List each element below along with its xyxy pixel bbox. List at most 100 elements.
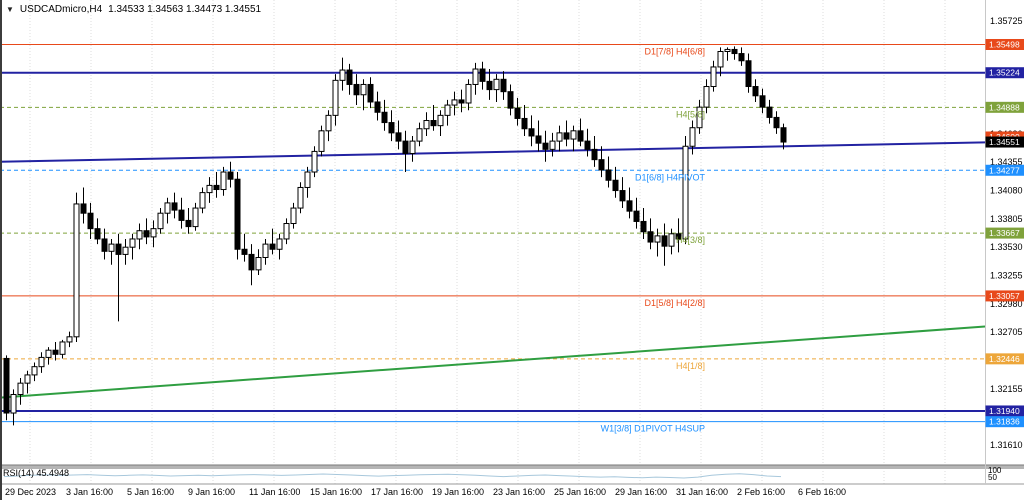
time-axis[interactable]: 29 Dec 2023 3 Jan 16:00 5 Jan 16:00 9 Jan 1… [5,487,846,497]
candle-bull [416,128,423,142]
one-click-trading-arrow-icon[interactable]: ▼ [6,4,14,14]
svg-text:1.33057: 1.33057 [989,291,1020,301]
candle-bear [458,99,465,104]
rsi-line [3,473,782,479]
axis-price-badge [985,67,1024,79]
candle-bear [745,60,752,88]
svg-text:1.32155: 1.32155 [990,384,1023,394]
svg-text:D1[5/8] H4[2/8]: D1[5/8] H4[2/8] [644,298,705,308]
candle-bull [220,171,227,191]
svg-text:2 Feb 16:00: 2 Feb 16:00 [737,487,785,497]
candle-bear [633,210,640,222]
svg-text:9 Jan 16:00: 9 Jan 16:00 [188,487,235,497]
svg-text:D1[6/8] H4PIVOT: D1[6/8] H4PIVOT [635,172,706,182]
candle-bull [654,235,661,243]
candle-bear [514,107,521,119]
candle-bull [297,186,304,209]
axis-price-badge [985,101,1024,113]
candle-bear [479,68,486,82]
candle-bear [227,171,234,180]
candle-bear [780,127,787,143]
candle-bull [122,246,129,255]
candle-bear [185,219,192,228]
svg-text:H4[5/8]: H4[5/8] [676,109,705,119]
trend-line[interactable] [0,325,986,399]
price-axis[interactable]: 1.357251.346301.343551.340801.338051.335… [985,16,1024,482]
candle-bear [171,202,178,211]
rsi-indicator-label: RSI(14) 45.4948 [3,468,70,478]
svg-text:1.32446: 1.32446 [989,354,1020,364]
trend-lines[interactable] [0,141,986,399]
level-lines[interactable] [0,43,985,423]
candle-bear [759,95,766,108]
candle-bull [318,130,325,152]
candle-bull [136,230,143,240]
candle-bear [647,231,654,243]
symbol-period-label: USDCADmicro,H4 [19,4,103,15]
svg-text:D1[7/8] H4[6/8]: D1[7/8] H4[6/8] [644,46,705,56]
pane-divider[interactable] [0,465,1024,469]
candle-bear [598,159,605,171]
candle-bull [262,243,269,259]
svg-text:H4[1/8]: H4[1/8] [676,361,705,371]
candle-bull [199,192,206,209]
candle-bull [332,79,339,116]
candle-bull [192,207,199,228]
candle-bear [507,91,514,109]
candle-bull [304,171,311,188]
candle-bear [500,78,507,93]
level-labels: D1[7/8] H4[6/8] H4[5/8] D1[6/8] H4PIVOT H4[… [601,46,706,433]
candles [3,46,787,426]
trend-line[interactable] [0,141,986,163]
candle-bear [563,132,570,140]
candle-bear [52,349,59,355]
candle-bear [675,233,682,240]
candle-bull [325,114,332,132]
svg-text:1.32705: 1.32705 [990,327,1023,337]
candle-bull [339,69,346,81]
svg-text:1.34355: 1.34355 [990,157,1023,167]
svg-text:3 Jan 16:00: 3 Jan 16:00 [66,487,113,497]
candle-bull [255,257,262,271]
svg-text:1.34080: 1.34080 [990,186,1023,196]
candle-bull [31,366,38,376]
candle-bear [346,69,353,85]
candle-bull [129,238,136,248]
svg-text:1.31836: 1.31836 [989,417,1020,427]
svg-text:29 Dec 2023: 29 Dec 2023 [5,487,56,497]
candle-bear [374,101,381,113]
candle-bear [101,238,108,252]
svg-text:1.33667: 1.33667 [989,228,1020,238]
svg-text:19 Jan 16:00: 19 Jan 16:00 [432,487,484,497]
candle-bull [283,223,290,240]
candle-bear [178,209,185,221]
candle-bull [423,120,430,130]
candle-bull [724,48,731,52]
rsi-pane[interactable] [3,473,782,479]
candle-bear [773,116,780,129]
candle-bear [87,212,94,230]
candle-bull [717,51,724,68]
candle-bear [535,135,542,144]
candle-bull [206,184,213,194]
candle-bear [584,140,591,150]
candle-bear [234,178,241,250]
candle-bear [402,140,409,154]
candle-bear [80,203,87,214]
candle-bear [612,179,619,192]
svg-text:50: 50 [988,473,997,482]
svg-text:1.35224: 1.35224 [989,68,1020,78]
svg-text:W1[3/8] D1PIVOT H4SUP: W1[3/8] D1PIVOT H4SUP [601,424,705,434]
candle-bear [381,111,388,124]
svg-text:29 Jan 16:00: 29 Jan 16:00 [615,487,667,497]
candle-bear [661,235,668,247]
axis-price-badge [985,405,1024,417]
svg-text:1.33530: 1.33530 [990,242,1023,252]
candle-bull [10,393,17,414]
candle-bull [444,104,451,116]
svg-text:17 Jan 16:00: 17 Jan 16:00 [371,487,423,497]
svg-text:100: 100 [988,466,1002,475]
candle-bear [395,132,402,142]
